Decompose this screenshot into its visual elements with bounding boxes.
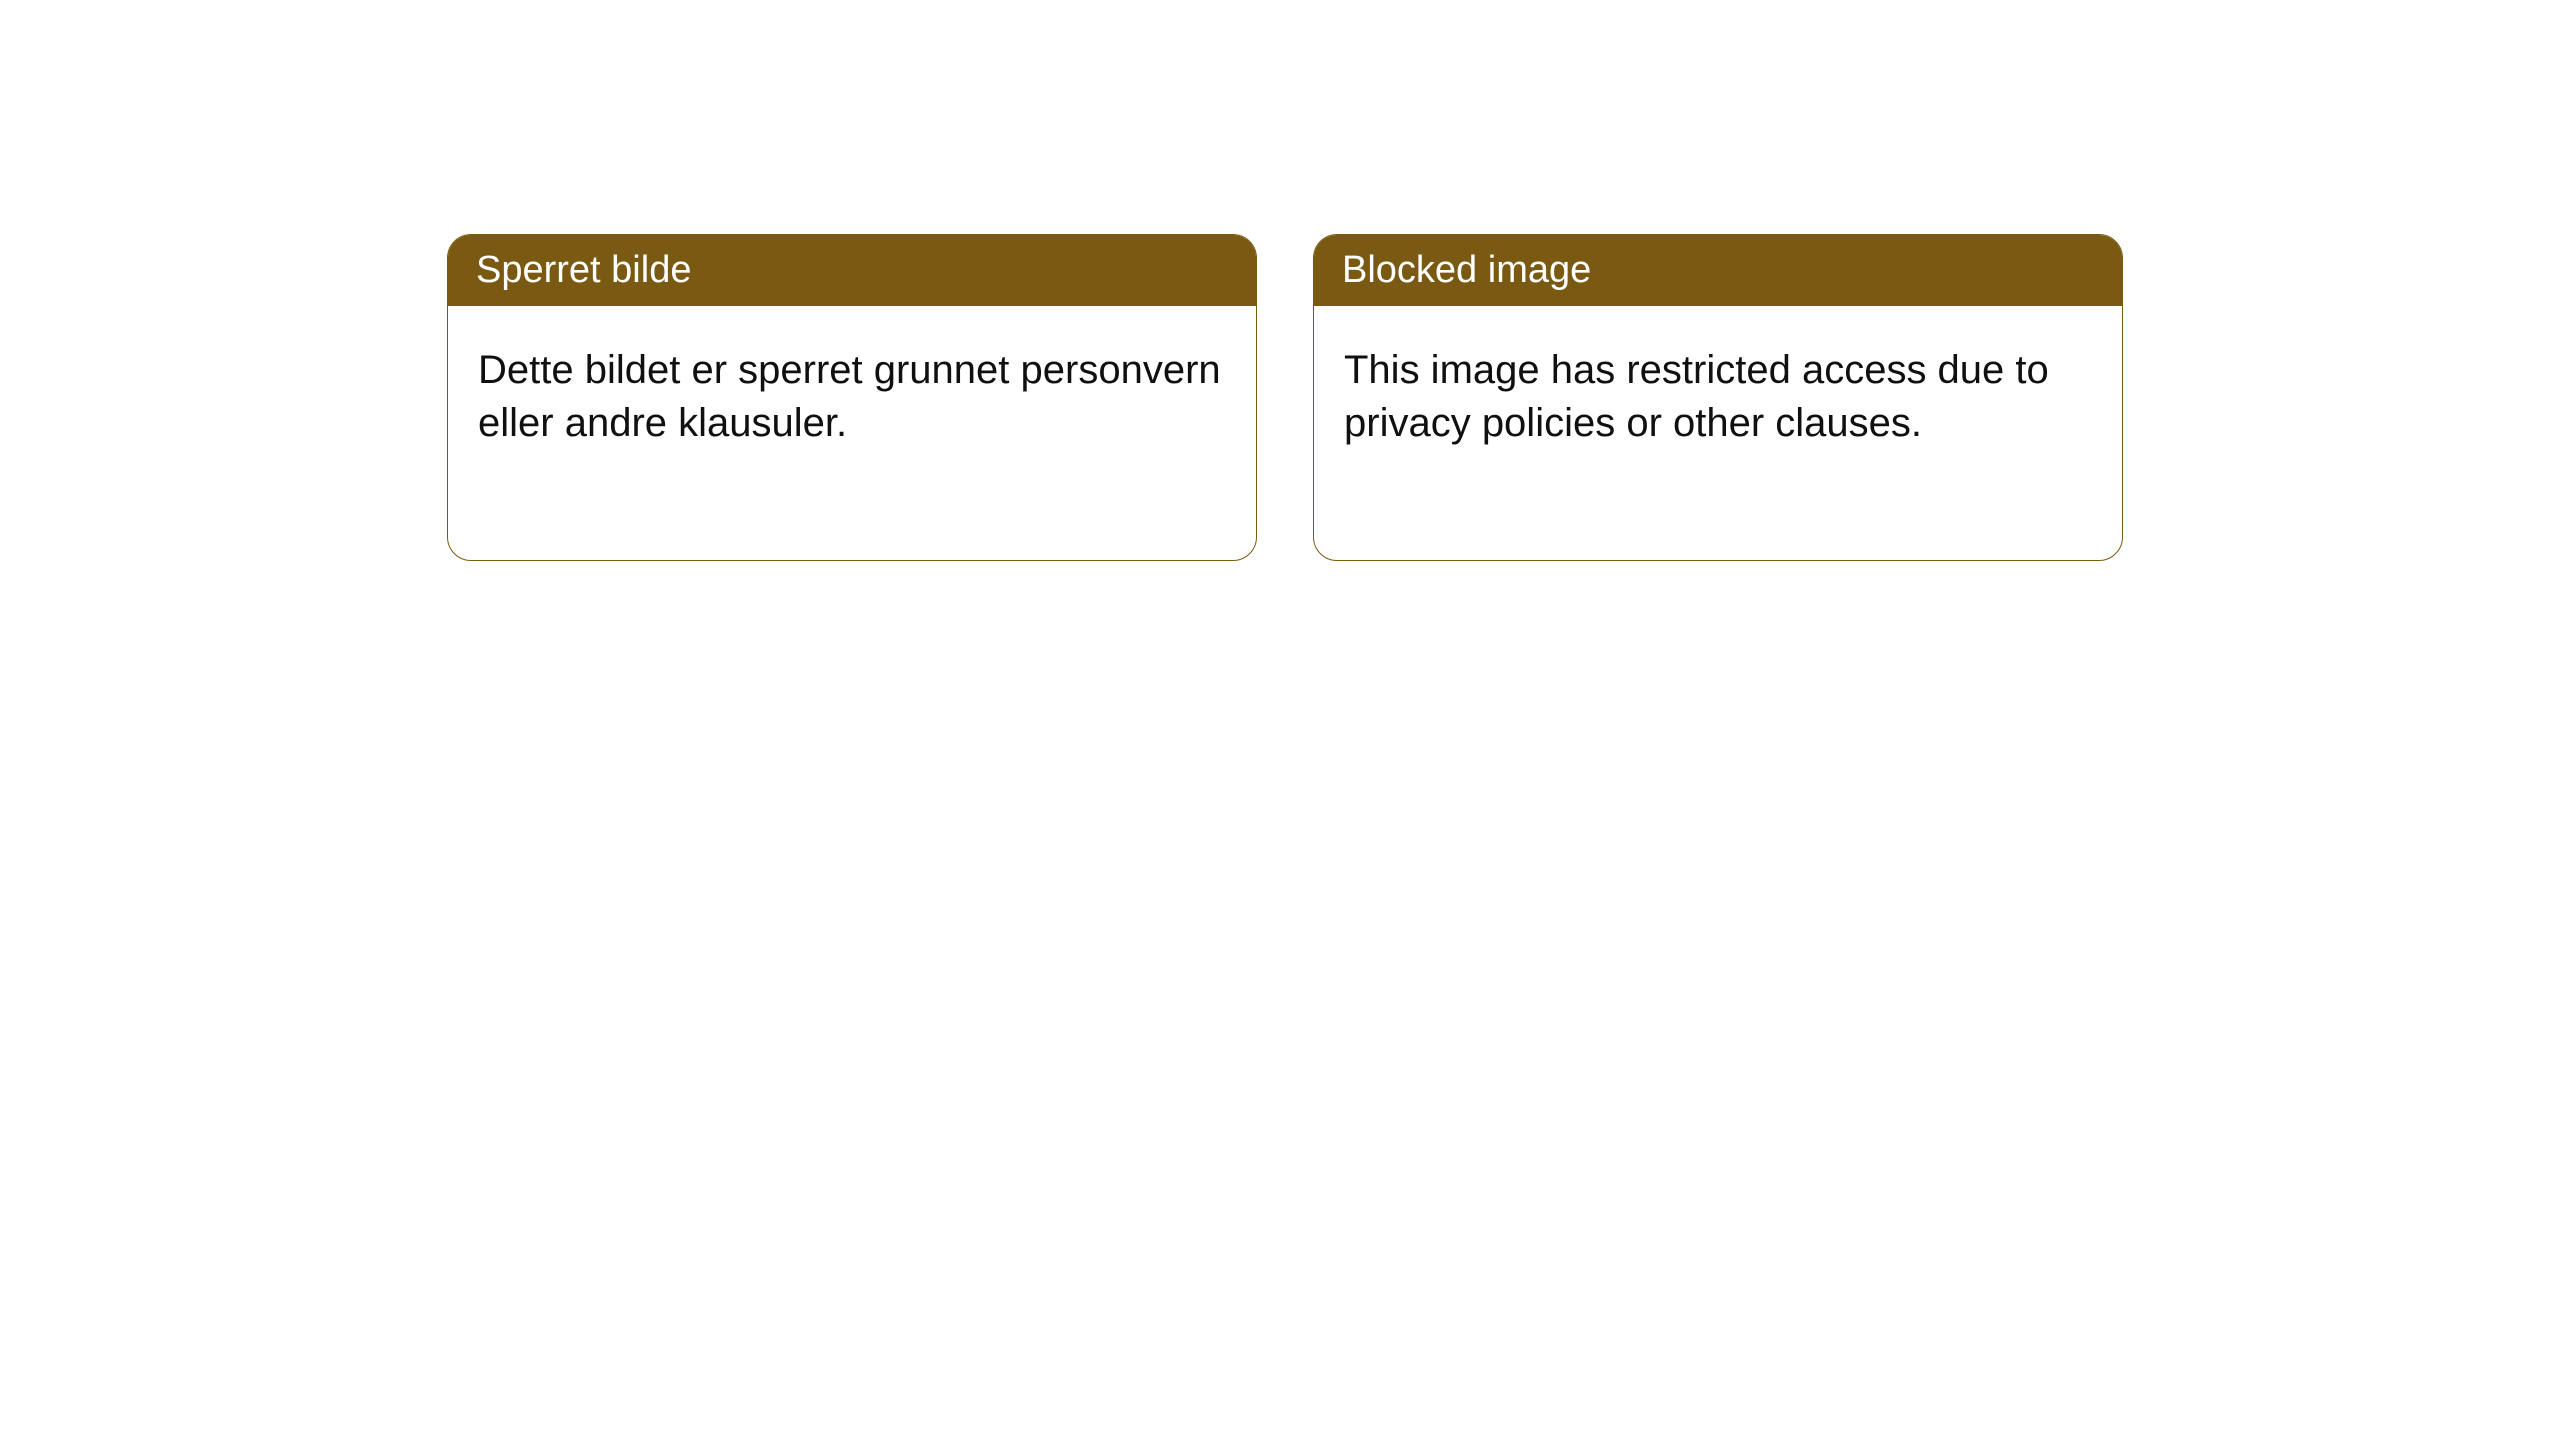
notice-body-en: This image has restricted access due to … — [1314, 306, 2122, 560]
notice-title-no: Sperret bilde — [448, 235, 1256, 306]
notice-title-en: Blocked image — [1314, 235, 2122, 306]
notice-container: Sperret bilde Dette bildet er sperret gr… — [447, 234, 2123, 561]
notice-card-en: Blocked image This image has restricted … — [1313, 234, 2123, 561]
notice-body-no: Dette bildet er sperret grunnet personve… — [448, 306, 1256, 560]
notice-card-no: Sperret bilde Dette bildet er sperret gr… — [447, 234, 1257, 561]
